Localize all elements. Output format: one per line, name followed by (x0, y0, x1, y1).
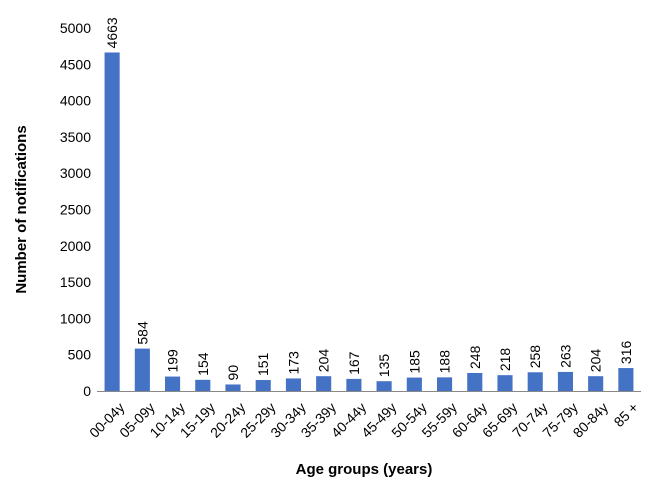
y-tick-label: 2000 (60, 238, 91, 254)
data-label: 185 (406, 350, 422, 374)
bar-45-49y (376, 381, 392, 391)
y-tick-label: 5000 (60, 20, 91, 36)
bar-15-19y (195, 379, 211, 391)
bar-20-24y (225, 384, 241, 391)
bar-40-44y (346, 378, 362, 391)
bar-65-69y (497, 375, 513, 391)
data-label: 204 (588, 349, 604, 373)
bar-10-14y (165, 376, 181, 391)
bar-00-04y (104, 52, 120, 392)
data-label: 90 (225, 365, 241, 381)
y-tick-label: 1500 (60, 274, 91, 290)
data-label: 258 (527, 345, 543, 369)
data-label: 248 (467, 345, 483, 369)
bar-30-34y (285, 378, 301, 391)
data-label: 218 (497, 348, 513, 372)
data-label: 4663 (104, 17, 120, 48)
bar-35-39y (316, 376, 332, 391)
y-tick-label: 3000 (60, 165, 91, 181)
bar-05-09y (134, 348, 150, 391)
bar-80-84y (588, 376, 604, 391)
bar-70-74y (527, 372, 543, 391)
data-label: 199 (165, 349, 181, 373)
bar-50-54y (406, 377, 422, 391)
x-axis-ticks: 00-04y05-09y10-14y15-19y20-24y25-29y30-3… (86, 399, 641, 441)
data-label: 204 (316, 349, 332, 373)
data-label: 316 (618, 340, 634, 364)
bar-85 (618, 368, 634, 391)
y-axis-title: Number of notifications (13, 125, 30, 293)
data-label: 151 (255, 352, 271, 376)
x-axis-title: Age groups (years) (296, 461, 433, 478)
data-label: 584 (134, 321, 150, 345)
y-tick-label: 2500 (60, 202, 91, 218)
data-label: 135 (376, 354, 392, 378)
bars (104, 52, 634, 392)
data-label: 167 (346, 351, 362, 375)
data-labels: 4663 584 199 154 90 151 173 204 167 135 185 188 248 2… (104, 17, 634, 380)
y-axis-ticks: 0 500 1000 1500 2000 2500 3000 3500 4000 4500 5000 (60, 20, 91, 399)
y-tick-label: 500 (68, 347, 92, 363)
y-tick-label: 3500 (60, 129, 91, 145)
y-tick-label: 4500 (60, 56, 91, 72)
x-tick-label: 85 + (611, 399, 642, 430)
bar-60-64y (467, 372, 483, 391)
bar-75-79y (557, 371, 573, 391)
y-tick-label: 1000 (60, 310, 91, 326)
y-tick-label: 0 (83, 383, 91, 399)
data-label: 154 (195, 352, 211, 376)
data-label: 173 (285, 351, 301, 375)
y-tick-label: 4000 (60, 93, 91, 109)
data-label: 188 (437, 350, 453, 374)
bar-55-59y (437, 377, 453, 391)
data-label: 263 (557, 344, 573, 368)
bar-25-29y (255, 380, 271, 391)
